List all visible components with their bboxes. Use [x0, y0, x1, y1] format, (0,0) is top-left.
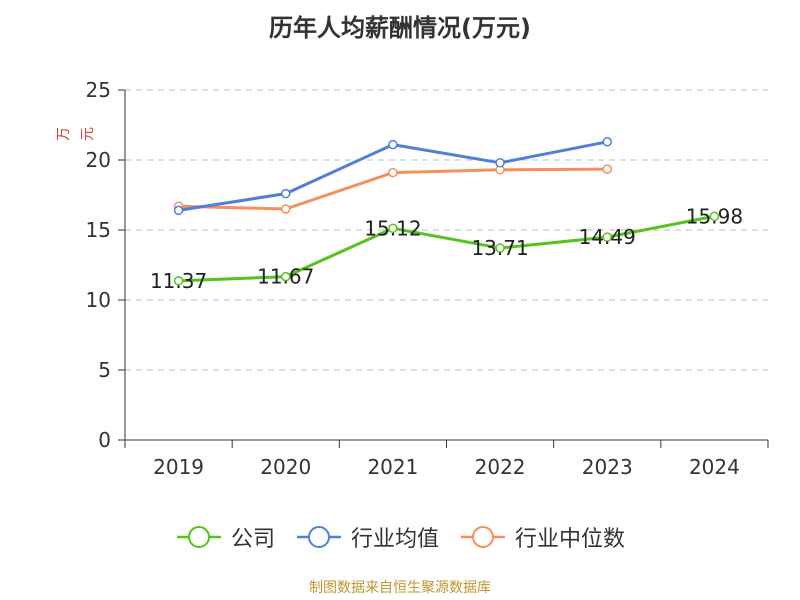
- data-point: [173, 205, 184, 216]
- x-tick-label: 2019: [153, 455, 204, 479]
- data-point: [388, 167, 398, 178]
- legend-label: 公司: [230, 527, 275, 552]
- data-point: [281, 188, 291, 199]
- legend-item[interactable]: 行业中位数: [459, 521, 625, 553]
- x-tick-label: 2020: [260, 455, 311, 479]
- data-point: [281, 271, 291, 282]
- chart-title: 历年人均薪酬情况(万元): [269, 14, 531, 42]
- x-tick-label: 2023: [582, 455, 633, 479]
- legend-line-icon: [176, 526, 221, 548]
- legend-item[interactable]: 行业均值: [295, 521, 439, 553]
- data-point: [388, 223, 398, 234]
- legend-label: 行业中位数: [515, 527, 626, 552]
- legend-line-icon: [296, 526, 341, 548]
- x-tick-label: 2022: [475, 455, 526, 479]
- legend-label: 行业均值: [350, 527, 439, 552]
- series-line-1: [178, 214, 715, 283]
- data-point: [602, 137, 612, 147]
- data-point: [495, 243, 505, 253]
- data-label: 14.49: [579, 225, 636, 249]
- legend-line-icon: [461, 526, 505, 548]
- source-note: 制图数据来自恒生聚源数据库: [309, 580, 491, 596]
- data-point: [173, 276, 184, 286]
- data-label: 11.67: [257, 265, 314, 289]
- data-point: [709, 211, 720, 222]
- y-tick-label: 25: [86, 78, 111, 102]
- data-point: [495, 158, 505, 168]
- x-tick-label: 2024: [689, 455, 740, 479]
- data-point: [281, 204, 291, 214]
- legend: 公司 行业均值 行业中位数: [0, 517, 800, 557]
- y-tick-label: 20: [86, 148, 111, 172]
- x-tick-label: 2021: [367, 455, 418, 479]
- y-tick-label: 5: [98, 358, 111, 382]
- data-point: [602, 164, 612, 174]
- legend-item[interactable]: 公司: [175, 521, 275, 553]
- data-label: 15.12: [364, 216, 421, 240]
- y-tick-label: 10: [86, 288, 111, 312]
- data-point: [602, 232, 612, 242]
- data-label: 11.37: [150, 269, 207, 293]
- y-tick-label: 15: [86, 218, 111, 242]
- data-point: [388, 139, 398, 150]
- data-label: 13.71: [471, 236, 528, 260]
- data-label: 15.98: [686, 204, 743, 228]
- y-tick-label: 0: [98, 428, 111, 452]
